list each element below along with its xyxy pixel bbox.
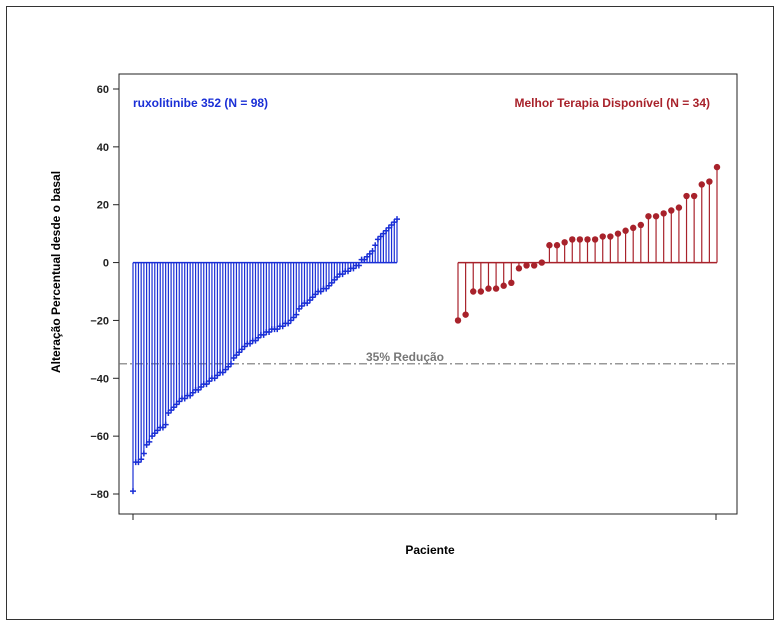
y-tick-label: 20 <box>97 200 109 212</box>
data-point <box>293 311 300 318</box>
legend-best-available-therapy: Melhor Terapia Disponível (N = 34) <box>515 96 711 110</box>
data-point <box>454 317 462 324</box>
data-point <box>591 236 599 243</box>
y-axis: 60 40 20 0 −20 −40 −60 −80 <box>90 84 119 501</box>
y-tick-label: 40 <box>97 142 109 154</box>
chart-frame <box>6 6 774 620</box>
data-point <box>690 192 698 200</box>
series-best-available-therapy <box>454 163 721 324</box>
data-point <box>584 236 591 243</box>
x-axis <box>132 514 717 520</box>
y-tick-label: −60 <box>90 431 109 443</box>
y-tick-label: 60 <box>97 84 109 96</box>
data-point <box>394 216 400 223</box>
data-point <box>576 236 584 243</box>
data-point <box>140 450 147 457</box>
data-point <box>530 262 538 269</box>
data-point <box>706 178 713 185</box>
data-point <box>523 262 530 269</box>
data-point <box>698 181 705 188</box>
data-point <box>485 285 492 292</box>
data-point <box>470 288 477 295</box>
y-axis-title: Alteração Percentual desde o basal <box>49 171 63 373</box>
data-point <box>660 210 667 217</box>
data-point <box>652 213 660 220</box>
data-point <box>569 236 576 243</box>
data-point <box>614 230 622 237</box>
data-point <box>668 207 675 214</box>
y-tick-label: −80 <box>90 489 109 501</box>
data-point <box>622 227 629 234</box>
data-point <box>538 259 545 266</box>
data-point <box>675 204 683 211</box>
data-point <box>607 233 614 240</box>
reference-line-label: 35% Redução <box>366 350 444 364</box>
data-point <box>645 213 652 220</box>
data-point <box>372 242 379 249</box>
data-point <box>138 456 145 463</box>
data-point <box>637 221 645 229</box>
data-point <box>355 262 362 269</box>
data-point <box>130 488 136 495</box>
data-point <box>683 192 690 200</box>
data-point <box>227 360 234 367</box>
data-point <box>462 311 469 318</box>
data-point <box>630 224 637 232</box>
data-point <box>477 288 485 295</box>
plot-area <box>118 73 738 515</box>
y-tick-label: −20 <box>90 315 109 327</box>
data-point <box>561 239 568 246</box>
data-point <box>546 242 553 249</box>
x-axis-title: Paciente <box>405 543 455 557</box>
data-point <box>713 163 721 171</box>
series-ruxolitinib <box>130 216 400 495</box>
data-point <box>146 438 153 445</box>
y-tick-label: −40 <box>90 373 109 385</box>
data-point <box>369 248 376 254</box>
data-point <box>508 279 515 287</box>
data-point <box>599 233 606 240</box>
data-point <box>492 285 500 292</box>
y-tick-label: 0 <box>103 258 109 270</box>
data-point <box>553 242 561 249</box>
data-point <box>500 282 507 289</box>
data-point <box>162 421 169 428</box>
data-point <box>515 265 523 272</box>
legend-ruxolitinib: ruxolitinibe 352 (N = 98) <box>133 96 268 110</box>
